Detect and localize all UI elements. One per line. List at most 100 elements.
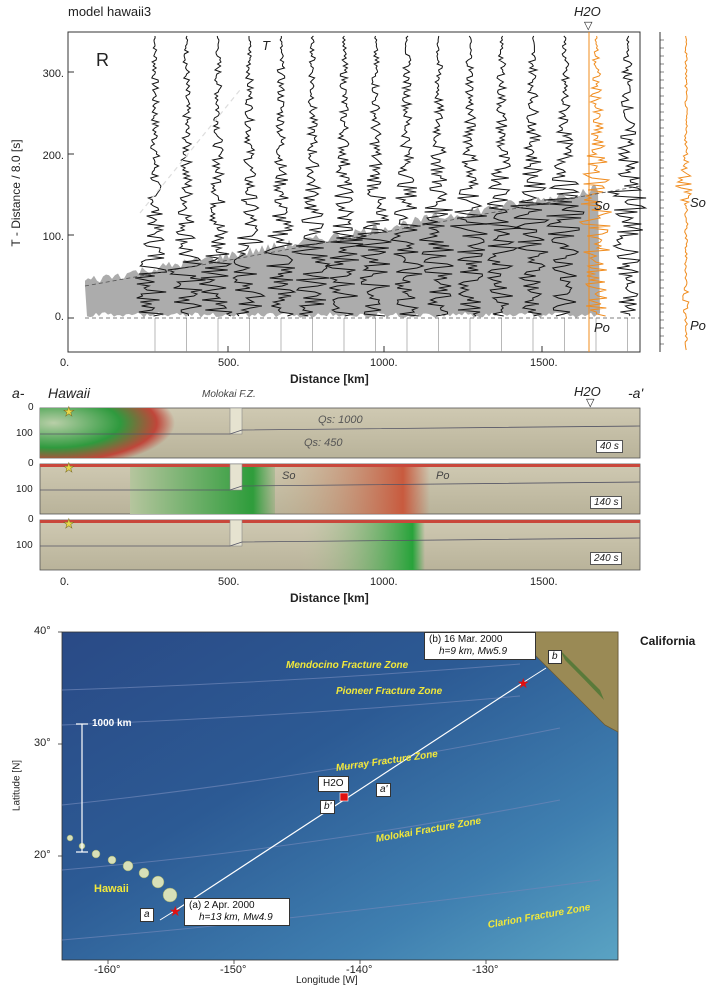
mendocino-fz-label: Mendocino Fracture Zone bbox=[286, 660, 409, 671]
depth-tick-100-b: 100 bbox=[16, 484, 33, 495]
marker-b: b bbox=[548, 650, 562, 664]
y-tick-0: 0. bbox=[54, 311, 64, 323]
seismogram-trace bbox=[232, 36, 266, 317]
event-a-star-icon: ★ bbox=[169, 903, 182, 919]
x-tick-500: 500. bbox=[218, 357, 240, 369]
path-extension-b bbox=[523, 667, 547, 683]
depth-tick-100-a: 100 bbox=[16, 428, 33, 439]
seismogram-trace bbox=[291, 35, 331, 317]
qs-lower-label: Qs: 450 bbox=[304, 437, 343, 449]
section-x-tick-1500: 1500. bbox=[530, 576, 558, 588]
y-tick-100: 100. bbox=[42, 231, 64, 243]
seismogram-trace bbox=[355, 35, 392, 317]
depth-tick-0-b: 0 bbox=[28, 458, 34, 469]
h2o-station-marker bbox=[339, 792, 349, 802]
x-axis-label-top: Distance [km] bbox=[290, 372, 369, 386]
hawaii-label: Hawaii bbox=[94, 883, 129, 895]
svg-text:★: ★ bbox=[63, 460, 75, 475]
marker-a: a bbox=[140, 908, 154, 922]
section-origin-label: Hawaii bbox=[48, 385, 91, 401]
lat-tick-20: 20° bbox=[34, 849, 51, 861]
seismogram-trace bbox=[167, 35, 206, 317]
event-b-date: (b) 16 Mar. 2000 bbox=[429, 634, 503, 645]
section-x-tick-1000: 1000. bbox=[370, 576, 398, 588]
marker-b-prime: b' bbox=[320, 800, 336, 814]
lon-tick-150: -150° bbox=[220, 964, 247, 976]
section-station-icon: ▽ bbox=[586, 397, 595, 409]
source-star-icons: ★ ★ ★ bbox=[63, 404, 75, 532]
po-phase-label: Po bbox=[594, 320, 610, 335]
side-seismogram bbox=[675, 35, 693, 351]
seismogram-trace bbox=[199, 35, 233, 317]
y-ticks bbox=[68, 71, 74, 319]
section-left-end: a- bbox=[12, 385, 25, 401]
seismogram-trace bbox=[389, 35, 425, 317]
california-label: California bbox=[640, 634, 696, 648]
x-tick-1000: 1000. bbox=[370, 357, 398, 369]
x-tick-0: 0. bbox=[60, 357, 70, 369]
marker-a-prime: a' bbox=[376, 783, 392, 797]
bathymetry-map: ★ ★ bbox=[58, 631, 619, 964]
scale-bar bbox=[76, 723, 88, 853]
lon-tick-130: -130° bbox=[472, 964, 499, 976]
side-so-label: So bbox=[690, 195, 706, 210]
seismogram-trace bbox=[607, 35, 648, 317]
y-tick-200: 200. bbox=[42, 150, 64, 162]
map-y-label: Latitude [N] bbox=[11, 759, 23, 812]
lat-tick-40: 40° bbox=[34, 625, 51, 637]
so-section-label: So bbox=[282, 470, 296, 482]
section-x-tick-500: 500. bbox=[218, 576, 240, 588]
path-extension-a bbox=[159, 909, 177, 921]
seismogram-trace bbox=[544, 35, 585, 317]
side-po-label: Po bbox=[690, 318, 706, 333]
record-section-plot bbox=[67, 31, 693, 353]
so-phase-label: So bbox=[594, 198, 610, 213]
seismogram-trace bbox=[450, 35, 488, 317]
station-marker-icon: ▽ bbox=[584, 20, 593, 32]
t-phase-label: T bbox=[262, 38, 270, 53]
california-valley bbox=[560, 650, 604, 700]
lat-tick-30: 30° bbox=[34, 737, 51, 749]
pioneer-fz-label: Pioneer Fracture Zone bbox=[336, 686, 443, 697]
po-section-label: Po bbox=[436, 470, 450, 482]
snapshot-140s bbox=[39, 463, 641, 515]
panel-tag: R bbox=[96, 50, 109, 70]
depth-tick-0-a: 0 bbox=[28, 402, 34, 413]
event-b-params: h=9 km, Mw5.9 bbox=[439, 646, 508, 657]
depth-tick-0-c: 0 bbox=[28, 514, 34, 525]
section-snapshots: ★ ★ ★ bbox=[39, 404, 641, 571]
qs-upper-label: Qs: 1000 bbox=[318, 414, 363, 426]
x-ticks bbox=[67, 346, 543, 352]
side-trace bbox=[660, 35, 693, 351]
depth-tick-100-c: 100 bbox=[16, 540, 33, 551]
seismogram-trace bbox=[510, 35, 550, 317]
lon-tick-160: -160° bbox=[94, 964, 121, 976]
snapshot-240s bbox=[39, 519, 641, 571]
event-a-params: h=13 km, Mw4.9 bbox=[199, 912, 273, 923]
molokai-fz-label: Molokai F.Z. bbox=[202, 389, 256, 400]
section-right-end: -a' bbox=[628, 385, 644, 401]
hawaii-islands bbox=[66, 834, 178, 903]
seismogram-trace bbox=[326, 35, 364, 317]
event-a-box: (a) 2 Apr. 2000 h=13 km, Mw4.9 bbox=[184, 898, 290, 926]
event-b-box: (b) 16 Mar. 2000 h=9 km, Mw5.9 bbox=[424, 632, 536, 660]
model-label: model hawaii3 bbox=[68, 4, 152, 19]
lon-tick-140: -140° bbox=[346, 964, 373, 976]
time-140s: 140 s bbox=[590, 496, 623, 509]
seismogram-trace bbox=[484, 35, 521, 317]
section-station-label: H2O bbox=[574, 384, 601, 399]
h2o-station-label: H2O bbox=[318, 776, 349, 792]
y-axis-label: T - Distance / 8.0 [s] bbox=[9, 139, 23, 247]
scale-bar-label: 1000 km bbox=[92, 718, 132, 729]
seismogram-trace bbox=[135, 35, 168, 317]
x-axis-label-section: Distance [km] bbox=[290, 591, 369, 605]
section-x-tick-0: 0. bbox=[60, 576, 70, 588]
seismogram-traces bbox=[85, 35, 648, 352]
time-240s: 240 s bbox=[590, 552, 623, 565]
great-circle-path bbox=[175, 681, 525, 911]
record-frame bbox=[67, 31, 641, 353]
time-40s: 40 s bbox=[596, 440, 623, 453]
svg-text:★: ★ bbox=[63, 404, 75, 419]
snapshot-40s bbox=[39, 407, 641, 459]
station-label-top: H2O bbox=[574, 4, 601, 19]
